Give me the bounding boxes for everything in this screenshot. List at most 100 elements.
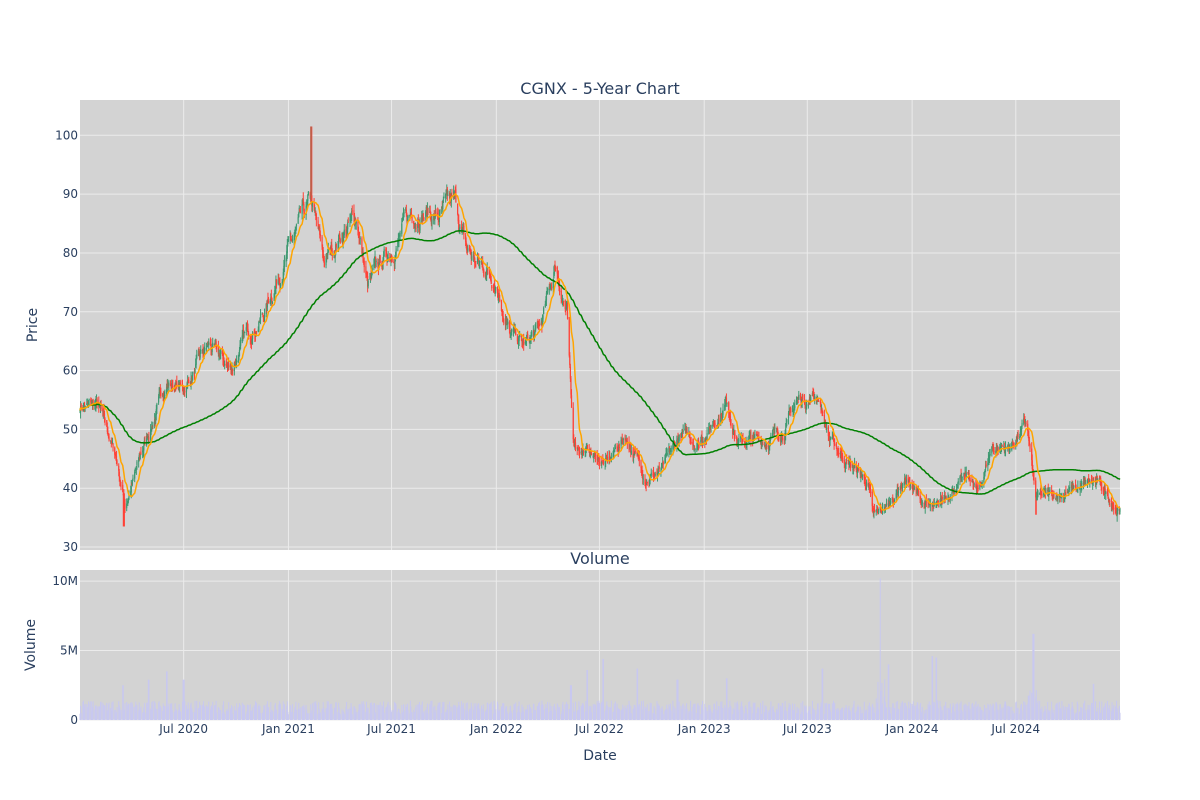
volume-bar [285, 709, 287, 720]
price-candle-body [303, 212, 306, 214]
volume-bar [547, 702, 549, 720]
volume-bar [461, 701, 463, 720]
price-candle-body [87, 401, 90, 404]
volume-bar [409, 713, 411, 720]
volume-bar [870, 706, 872, 720]
volume-bar [481, 705, 483, 720]
volume-bar [975, 701, 977, 720]
price-candle-body [482, 261, 484, 268]
price-candle-body [431, 219, 433, 225]
volume-bar [1100, 710, 1102, 720]
volume-bar [589, 707, 591, 720]
price-candle-body [199, 353, 201, 358]
price-candle-body [979, 484, 981, 489]
price-candle-body [908, 478, 910, 483]
volume-bar [985, 708, 987, 720]
volume-bar [128, 703, 130, 720]
price-candle-body [909, 482, 911, 487]
volume-bar [789, 705, 791, 720]
volume-bar [575, 701, 577, 720]
volume-bar [774, 712, 776, 720]
price-candle-body [754, 433, 756, 436]
volume-bar [916, 702, 918, 720]
price-candle-body [520, 334, 523, 338]
price-candle-body [282, 272, 284, 282]
price-candle-body [845, 461, 847, 465]
volume-bar [385, 708, 387, 720]
volume-bar [674, 713, 676, 720]
volume-bar [769, 707, 771, 720]
volume-bar [385, 706, 387, 720]
volume-bar [231, 705, 233, 720]
price-candle-body [838, 452, 840, 455]
price-candle-body [1041, 494, 1043, 496]
price-candle-body [1027, 423, 1029, 431]
price-candle-body [359, 238, 361, 240]
price-candle-body [306, 200, 308, 202]
volume-bar [355, 708, 357, 720]
volume-bar [904, 702, 906, 720]
volume-bar [622, 707, 624, 720]
price-candle-body [216, 346, 218, 347]
price-candle-body [835, 443, 837, 447]
volume-bar [427, 713, 429, 720]
price-candle-body [712, 424, 714, 427]
volume-bar [1060, 708, 1062, 720]
price-candle-body [287, 238, 290, 242]
price-candle-body [347, 222, 349, 230]
volume-bar [658, 705, 660, 720]
volume-bar [1095, 712, 1097, 720]
price-candle-body [701, 436, 703, 441]
volume-bar [201, 705, 203, 720]
price-candle-body [1031, 460, 1033, 470]
price-candle-body [720, 413, 722, 422]
volume-bar [917, 708, 919, 720]
volume-bar [785, 714, 787, 720]
price-candle-body [402, 213, 404, 221]
volume-bar [315, 704, 317, 720]
volume-bar [179, 711, 181, 720]
volume-bar [813, 712, 815, 720]
volume-bar [162, 711, 164, 720]
volume-bar [103, 707, 105, 720]
volume-bar [897, 708, 899, 720]
volume-bar [997, 711, 999, 720]
volume-bar [911, 703, 913, 720]
volume-bar [652, 712, 654, 720]
volume-bar [530, 708, 532, 720]
volume-bar [127, 703, 129, 720]
volume-plot-area[interactable] [80, 570, 1120, 720]
price-candle-body [965, 472, 967, 478]
volume-bar [92, 701, 94, 720]
volume-bar [712, 709, 714, 720]
volume-bar [762, 700, 764, 720]
price-candle-body [383, 249, 385, 257]
price-candle-body [339, 239, 341, 243]
volume-bar [972, 709, 974, 720]
volume-bar [656, 701, 658, 720]
price-candle-body [490, 275, 492, 281]
volume-bar [971, 703, 973, 720]
volume-bar [725, 707, 727, 720]
volume-bar [1096, 712, 1098, 720]
price-plot-area[interactable] [80, 100, 1120, 550]
volume-bar [1112, 708, 1114, 720]
volume-bar [441, 706, 443, 720]
price-candle-body [398, 235, 400, 241]
price-candle-body [912, 487, 914, 489]
price-candle-body [1007, 445, 1009, 447]
volume-bar [582, 702, 584, 720]
volume-bar [944, 705, 946, 720]
price-y-tick-label: 60 [63, 364, 78, 378]
volume-bar [486, 709, 488, 720]
volume-bar [1107, 713, 1109, 720]
volume-bar [183, 679, 185, 720]
price-candle-body [588, 450, 590, 453]
price-candle-body [413, 223, 415, 229]
price-candle-body [618, 446, 620, 453]
volume-bar [927, 704, 929, 720]
volume-bar [804, 710, 806, 720]
volume-bar [976, 712, 978, 720]
price-candle-body [685, 426, 687, 433]
volume-bar [936, 657, 938, 720]
